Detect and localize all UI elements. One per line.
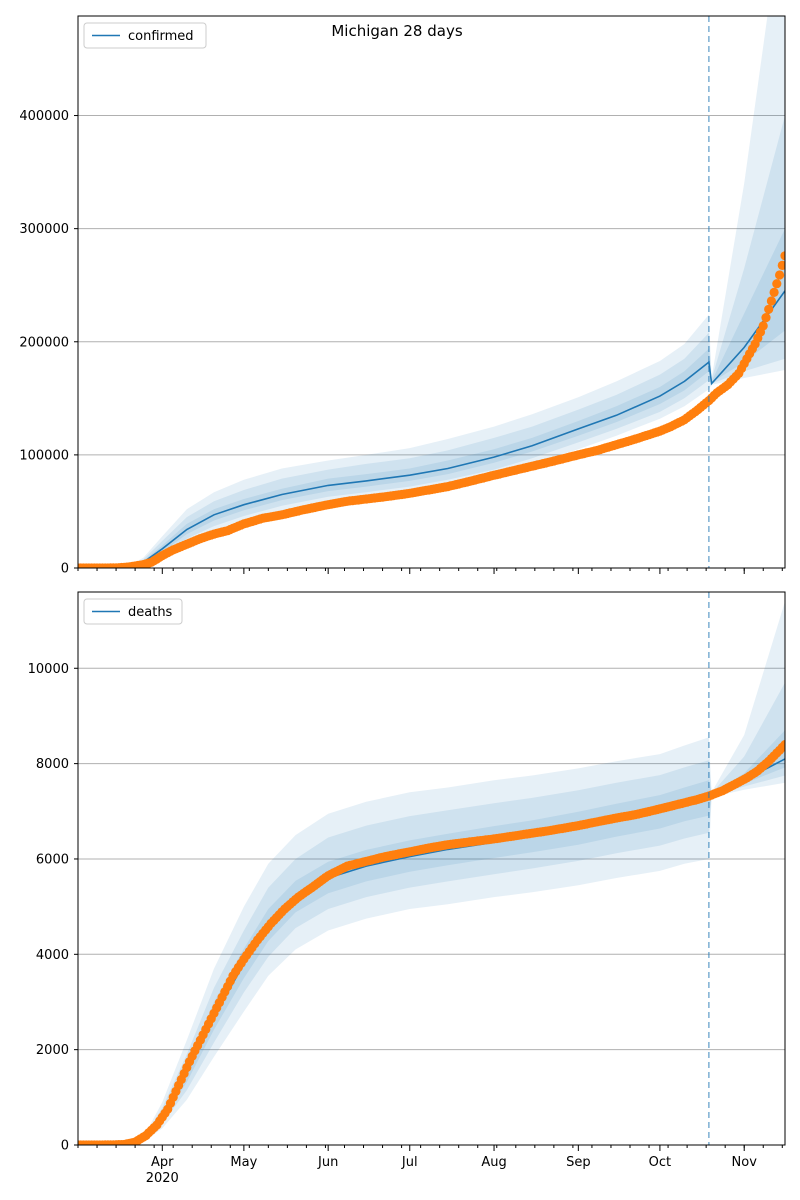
x-tick-label: Sep (566, 1155, 591, 1170)
observed-point (772, 279, 782, 289)
y-tick-label: 400000 (19, 109, 69, 124)
panel-confirmed: 0 100000 200000 300000 400000 confirmed (19, 15, 786, 577)
observed-point (780, 740, 785, 750)
legend-box (83, 598, 183, 625)
chart-title: Michigan 28 days (331, 22, 462, 40)
legend-label: deaths (128, 605, 173, 620)
y-tick-label: 300000 (19, 222, 69, 237)
model-line (78, 290, 785, 568)
x-tick-label: Jun (317, 1155, 338, 1170)
x-tick-label: May (230, 1155, 257, 1170)
y-tick-label: 4000 (36, 948, 69, 963)
legend-box (83, 22, 207, 49)
uncertainty-band (78, 16, 785, 568)
y-tick-label: 0 (61, 562, 69, 577)
axes-frame (77, 15, 786, 569)
observed-point (775, 270, 785, 280)
plot-area (78, 16, 785, 568)
y-tick-label: 100000 (19, 448, 69, 463)
y-tick-label: 10000 (28, 662, 69, 677)
observed-point (764, 304, 774, 314)
uncertainty-band (78, 115, 785, 568)
observed-point (780, 251, 785, 261)
legend: deaths (83, 598, 183, 625)
plot-area (78, 601, 785, 1145)
x-tick-label: Aug (481, 1155, 506, 1170)
y-tick-label: 200000 (19, 335, 69, 350)
observed-point (758, 321, 768, 331)
uncertainty-band (78, 601, 785, 1145)
y-tick-label: 6000 (36, 852, 69, 867)
x-tick-label: Apr (151, 1155, 174, 1170)
uncertainty-band (78, 730, 785, 1145)
y-tick-label: 8000 (36, 757, 69, 772)
observed-point (777, 260, 785, 270)
observed-point (766, 296, 777, 306)
x-tick-label: Oct (649, 1155, 671, 1170)
y-tick-label: 2000 (36, 1043, 69, 1058)
observed-point (761, 313, 771, 323)
uncertainty-band (78, 682, 785, 1145)
legend: confirmed (83, 22, 207, 49)
legend-label: confirmed (128, 29, 194, 44)
y-tick-label: 0 (61, 1139, 69, 1154)
x-tick-sublabel: 2020 (146, 1171, 179, 1186)
uncertainty-band (78, 228, 785, 568)
axes-frame (77, 591, 786, 1146)
x-tick-label: Jul (401, 1155, 418, 1170)
x-tick-label: Nov (732, 1155, 758, 1170)
observed-point (769, 287, 779, 297)
